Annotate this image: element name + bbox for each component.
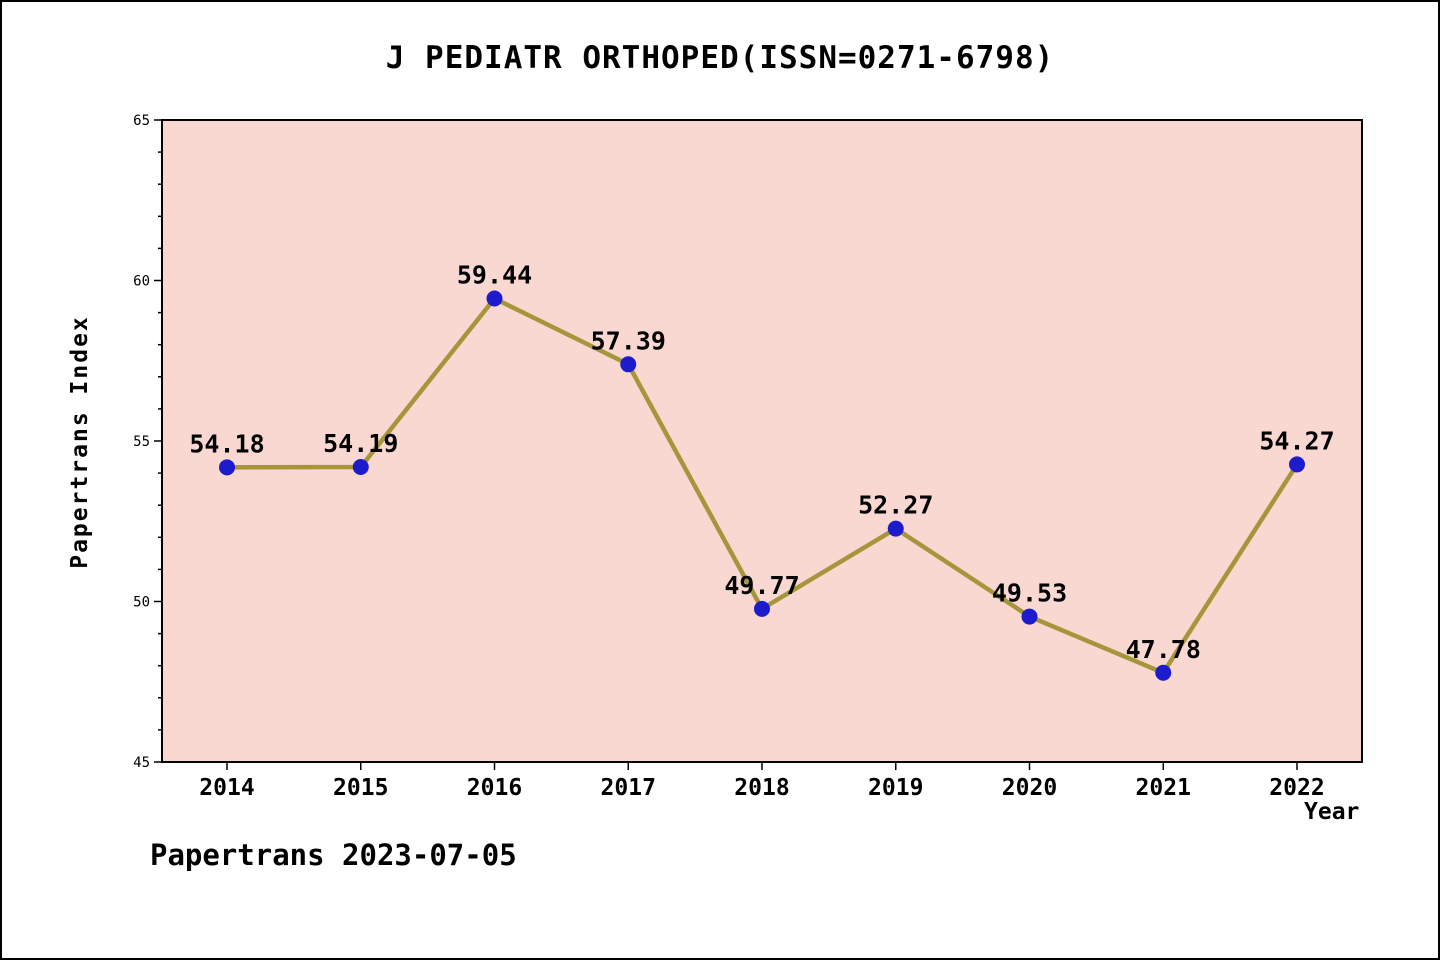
data-point-label: 54.18 — [189, 429, 264, 458]
data-point — [754, 600, 770, 617]
data-point — [1289, 456, 1305, 473]
plot-frame — [161, 119, 1363, 763]
data-point — [219, 459, 235, 476]
x-tick-label: 2016 — [467, 775, 522, 801]
y-tick-label: 45 — [133, 755, 150, 771]
data-point-label: 49.77 — [724, 571, 799, 600]
y-tick-label: 55 — [133, 434, 150, 450]
data-point-label: 54.27 — [1259, 426, 1334, 455]
y-tick-label: 50 — [133, 595, 150, 611]
x-tick-label: 2018 — [734, 775, 789, 801]
x-tick-label: 2022 — [1269, 775, 1324, 801]
data-point-label: 47.78 — [1126, 635, 1201, 664]
data-point-label: 57.39 — [591, 326, 666, 355]
data-point-label: 52.27 — [858, 491, 933, 520]
x-tick-label: 2017 — [601, 775, 656, 801]
plot-area — [162, 120, 1362, 762]
data-point — [1155, 664, 1172, 681]
x-tick-label: 2015 — [333, 775, 388, 801]
x-tick-label: 2019 — [868, 775, 923, 801]
data-point — [1021, 608, 1038, 625]
footer-watermark: Papertrans 2023-07-05 — [150, 838, 517, 872]
data-point — [486, 290, 503, 307]
chart-title: J PEDIATR ORTHOPED(ISSN=0271-6798) — [385, 40, 1055, 76]
y-tick-label: 65 — [133, 113, 150, 129]
x-tick-label: 2014 — [199, 775, 254, 801]
data-point-label: 59.44 — [457, 260, 532, 289]
x-tick-label: 2020 — [1002, 775, 1057, 801]
data-point-label: 54.19 — [323, 429, 398, 458]
data-point-label: 49.53 — [992, 579, 1067, 608]
x-axis-label: Year — [1304, 799, 1360, 825]
data-point — [887, 520, 904, 537]
data-point — [620, 356, 637, 373]
x-tick-label: 2021 — [1136, 775, 1191, 801]
y-tick-label: 60 — [133, 274, 150, 290]
data-point — [352, 459, 369, 476]
